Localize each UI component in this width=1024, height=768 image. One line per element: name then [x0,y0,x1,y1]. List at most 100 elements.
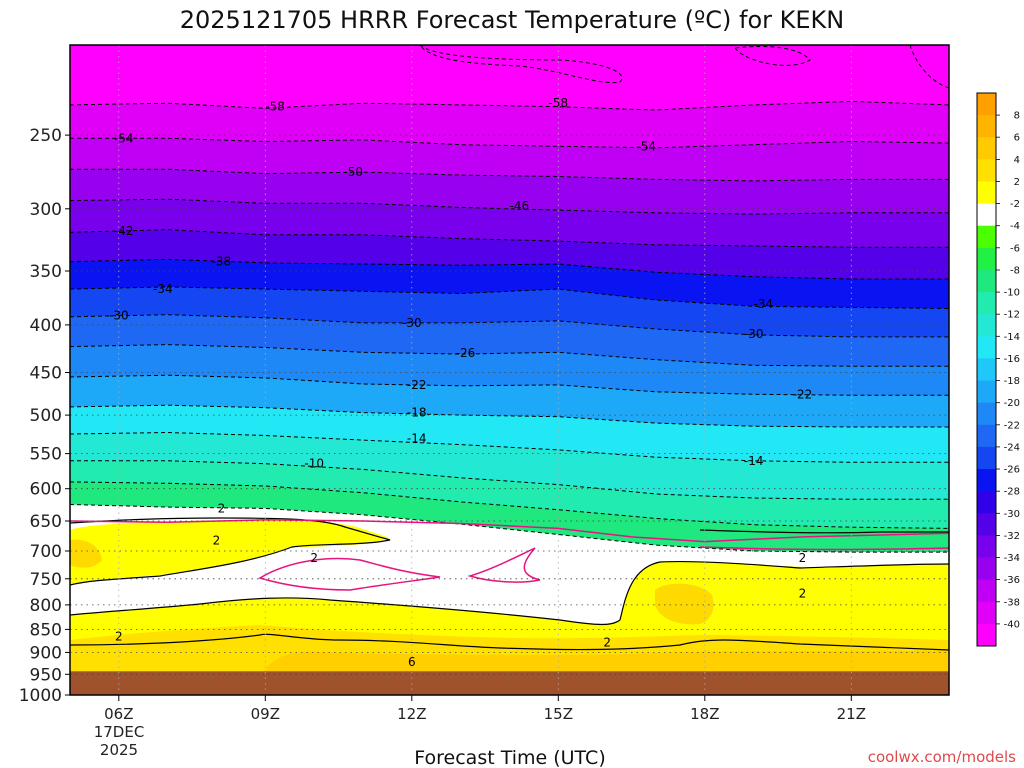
colorbar-swatch [977,314,996,337]
colorbar-label: -40 [1004,619,1020,630]
y-tick-label: 550 [30,445,62,465]
x-tick-label: 15Z [544,705,573,723]
contour-label: -30 [402,316,422,330]
colorbar-label: -20 [1004,398,1020,409]
colorbar-swatch [977,446,996,470]
contour-label: 2 [799,587,807,601]
colorbar-label: -36 [1004,575,1020,586]
x-tick-label: 12Z [397,705,426,723]
y-tick-label: 600 [30,480,62,500]
colorbar-label: -32 [1004,531,1020,542]
colorbar-swatch [977,535,996,558]
y-tick-label: 350 [30,262,62,282]
contour-label: 6 [408,655,416,669]
contour-label: -14 [407,432,427,446]
colorbar-swatch [977,181,996,204]
colorbar-label: -4 [1010,221,1020,232]
plot-frame [69,44,950,696]
isotherm-2c-upper-left [70,517,391,586]
x-date-label-day: 17DEC [94,723,145,741]
contour-label: 2 [603,636,611,650]
y-tick-label: 300 [30,200,62,220]
colorbar-swatch [977,623,996,647]
contour-label: -38 [212,255,232,269]
colorbar-swatch [977,203,996,227]
contour-label: -50 [343,165,363,179]
contour-label: -58 [265,100,285,114]
colorbar-swatch [977,93,996,116]
contour-label: -10 [304,457,324,471]
x-tick-label: 06Z [104,705,133,723]
colorbar-label: -28 [1004,487,1020,498]
contour-label: -58 [548,96,568,110]
colorbar-label: -10 [1004,288,1020,299]
contour-label: 2 [218,501,226,515]
colorbar-label: -24 [1004,442,1020,453]
colorbar-label: -6 [1010,243,1020,254]
ground-terrain-fill [70,671,949,695]
x-date-label-year: 2025 [100,741,138,759]
colorbar-label: -38 [1004,597,1020,608]
isotherm-2c-lower [70,597,621,626]
colorbar-label: -16 [1004,354,1020,365]
colorbar-label: 4 [1014,155,1020,166]
colorbar-label: 8 [1014,111,1020,122]
x-tick-label: 18Z [690,705,719,723]
isotherm-2c-right [619,560,949,621]
colorbar-label: -14 [1004,332,1020,343]
colorbar-swatch [977,247,996,271]
y-tick-label: 700 [30,542,62,562]
zero-degree-loop-right [467,547,541,583]
y-tick-label: 450 [30,364,62,384]
colorbar-label: -22 [1004,420,1020,431]
upper-closed-contour-2 [734,46,811,66]
contour-label: -30 [109,309,129,323]
contour-label: -22 [793,387,813,401]
contour-label: -30 [744,327,764,341]
x-axis-label: Forecast Time (UTC) [414,747,605,768]
contour-label: -26 [456,346,476,360]
x-tick-label: 21Z [837,705,866,723]
colorbar-label: -26 [1004,465,1020,476]
colorbar-swatch [977,358,996,381]
zero-degree-line-right [699,546,949,551]
warm-6c-blob [655,583,714,625]
zero-degree-loop-lower [258,557,441,591]
solid-isotherms [70,517,949,651]
contour-label: -54 [114,131,134,145]
x-axis: 06Z 09Z 12Z 15Z 18Z 21Z [104,695,866,723]
contour-label: -18 [407,406,427,420]
colorbar-swatch [977,137,996,160]
contour-label: -34 [754,297,774,311]
zero-degree-isotherm [70,519,949,543]
colorbar-label: -8 [1010,266,1020,277]
contour-label: -54 [636,139,656,153]
y-tick-label: 1000 [19,686,62,706]
colorbar-swatch [977,292,996,315]
contour-label: 2 [799,551,807,565]
y-tick-label: 900 [30,643,62,663]
y-tick-label: 250 [30,126,62,146]
isotherm-6c [70,633,949,651]
contour-label: -42 [114,224,134,238]
colorbar-swatch [977,424,996,448]
contour-label: 2 [213,533,221,547]
colorbar-label: -2 [1010,199,1020,210]
colorbar-frame [976,92,997,647]
y-tick-label: 850 [30,620,62,640]
plot-area: -58 -58 -54 -54 -50 -46 -42 -38 -34 -34 -30 -30 -30 -… [70,45,949,695]
colorbar-swatch [977,579,996,603]
contour-label: -22 [407,378,427,392]
colorbar-swatch [977,336,996,359]
upper-closed-contour-3 [909,45,949,89]
upper-closed-contour-1 [419,45,623,84]
y-tick-label: 750 [30,570,62,590]
warm-6c-blob-left [70,539,102,568]
colorbar-swatch [977,491,996,514]
contour-label: -46 [509,199,529,213]
colorbar-swatch [977,513,996,536]
colorbar-swatch [977,469,996,492]
credit-text: coolwx.com/models [868,748,1016,766]
grid-lines [70,45,949,695]
